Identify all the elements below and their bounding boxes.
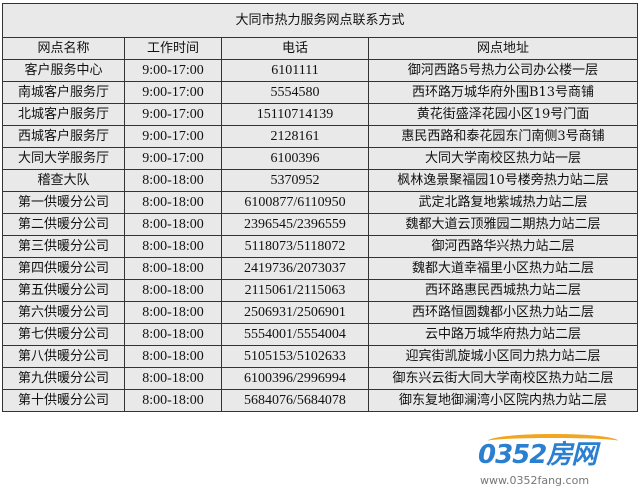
- cell-phone: 6100396/2996994: [221, 367, 369, 390]
- cell-name: 大同大学服务厅: [2, 147, 125, 170]
- cell-phone: 15110714139: [221, 103, 369, 126]
- table-row: 西城客户服务厅 9:00-17:00 2128161 惠民西路和泰花园东门南侧3号商铺: [2, 125, 638, 148]
- cell-hours: 8:00-18:00: [124, 191, 222, 214]
- cell-phone: 6100396: [221, 147, 369, 170]
- cell-address: 惠民西路和泰花园东门南侧3号商铺: [368, 125, 638, 148]
- cell-phone: 2396545/2396559: [221, 213, 369, 236]
- cell-name: 第七供暖分公司: [2, 323, 125, 346]
- cell-hours: 8:00-18:00: [124, 323, 222, 346]
- cell-phone: 6101111: [221, 59, 369, 82]
- cell-hours: 9:00-17:00: [124, 81, 222, 104]
- table-title: 大同市热力服务网点联系方式: [2, 3, 638, 38]
- cell-address: 大同大学南校区热力站一层: [368, 147, 638, 170]
- cell-name: 第四供暖分公司: [2, 257, 125, 280]
- cell-address: 枫林逸景聚福园10号楼旁热力站二层: [368, 169, 638, 192]
- cell-hours: 8:00-18:00: [124, 389, 222, 412]
- cell-name: 稽查大队: [2, 169, 125, 192]
- table-row: 第八供暖分公司 8:00-18:00 5105153/5102633 迎宾街凯旋城小区…: [2, 345, 638, 368]
- cell-address: 御河西路5号热力公司办公楼一层: [368, 59, 638, 82]
- cell-address: 云中路万城华府热力站二层: [368, 323, 638, 346]
- table-row: 第二供暖分公司 8:00-18:00 2396545/2396559 魏都大道云顶雅园…: [2, 213, 638, 236]
- contact-table: 大同市热力服务网点联系方式 网点名称 工作时间 电话 网点地址 客户服务中心 9:…: [2, 3, 638, 412]
- cell-phone: 5684076/5684078: [221, 389, 369, 412]
- cell-name: 北城客户服务厅: [2, 103, 125, 126]
- table-row: 第一供暖分公司 8:00-18:00 6100877/6110950 武定北路复地紫城…: [2, 191, 638, 214]
- cell-phone: 2115061/2115063: [221, 279, 369, 302]
- table-row: 第三供暖分公司 8:00-18:00 5118073/5118072 御河西路华兴热力…: [2, 235, 638, 258]
- cell-hours: 8:00-18:00: [124, 367, 222, 390]
- cell-phone: 5118073/5118072: [221, 235, 369, 258]
- cell-name: 客户服务中心: [2, 59, 125, 82]
- cell-phone: 5105153/5102633: [221, 345, 369, 368]
- header-address: 网点地址: [368, 37, 638, 60]
- cell-name: 第五供暖分公司: [2, 279, 125, 302]
- cell-address: 迎宾街凯旋城小区同力热力站二层: [368, 345, 638, 368]
- cell-hours: 8:00-18:00: [124, 257, 222, 280]
- cell-hours: 9:00-17:00: [124, 147, 222, 170]
- table-row: 第七供暖分公司 8:00-18:00 5554001/5554004 云中路万城华府热…: [2, 323, 638, 346]
- cell-name: 第一供暖分公司: [2, 191, 125, 214]
- cell-address: 西环路恒圆魏都小区热力站二层: [368, 301, 638, 324]
- cell-phone: 2506931/2506901: [221, 301, 369, 324]
- cell-name: 第九供暖分公司: [2, 367, 125, 390]
- cell-name: 第十供暖分公司: [2, 389, 125, 412]
- cell-phone: 5554001/5554004: [221, 323, 369, 346]
- cell-name: 西城客户服务厅: [2, 125, 125, 148]
- cell-address: 魏都大道云顶雅园二期热力站二层: [368, 213, 638, 236]
- cell-name: 第八供暖分公司: [2, 345, 125, 368]
- table-row: 南城客户服务厅 9:00-17:00 5554580 西环路万城华府外围B13号商铺: [2, 81, 638, 104]
- header-hours: 工作时间: [124, 37, 222, 60]
- cell-hours: 8:00-18:00: [124, 301, 222, 324]
- logo-brand: 0352房网: [478, 440, 597, 470]
- cell-hours: 9:00-17:00: [124, 59, 222, 82]
- logo-url: www.0352fang.com: [480, 474, 590, 487]
- cell-address: 西环路惠民西城热力站二层: [368, 279, 638, 302]
- cell-hours: 8:00-18:00: [124, 213, 222, 236]
- cell-hours: 8:00-18:00: [124, 169, 222, 192]
- cell-phone: 2128161: [221, 125, 369, 148]
- cell-address: 武定北路复地紫城热力站二层: [368, 191, 638, 214]
- watermark-logo: 0352房网 www.0352fang.com: [478, 434, 636, 490]
- cell-name: 南城客户服务厅: [2, 81, 125, 104]
- table-row: 稽查大队 8:00-18:00 5370952 枫林逸景聚福园10号楼旁热力站二层: [2, 169, 638, 192]
- cell-hours: 8:00-18:00: [124, 235, 222, 258]
- cell-name: 第六供暖分公司: [2, 301, 125, 324]
- header-phone: 电话: [221, 37, 369, 60]
- cell-address: 御东兴云街大同大学南校区热力站二层: [368, 367, 638, 390]
- table-row: 第九供暖分公司 8:00-18:00 6100396/2996994 御东兴云街大同大…: [2, 367, 638, 390]
- cell-phone: 5370952: [221, 169, 369, 192]
- cell-name: 第三供暖分公司: [2, 235, 125, 258]
- header-row: 网点名称 工作时间 电话 网点地址: [2, 37, 638, 60]
- cell-address: 魏都大道幸福里小区热力站二层: [368, 257, 638, 280]
- table-row: 大同大学服务厅 9:00-17:00 6100396 大同大学南校区热力站一层: [2, 147, 638, 170]
- header-name: 网点名称: [2, 37, 125, 60]
- cell-phone: 5554580: [221, 81, 369, 104]
- table-row: 第六供暖分公司 8:00-18:00 2506931/2506901 西环路恒圆魏都小…: [2, 301, 638, 324]
- cell-address: 御东复地御澜湾小区院内热力站二层: [368, 389, 638, 412]
- cell-hours: 8:00-18:00: [124, 279, 222, 302]
- table-row: 北城客户服务厅 9:00-17:00 15110714139 黄花街盛泽花园小区19号…: [2, 103, 638, 126]
- cell-hours: 9:00-17:00: [124, 103, 222, 126]
- cell-address: 西环路万城华府外围B13号商铺: [368, 81, 638, 104]
- cell-phone: 6100877/6110950: [221, 191, 369, 214]
- cell-hours: 8:00-18:00: [124, 345, 222, 368]
- roof-icon: [488, 434, 618, 448]
- cell-name: 第二供暖分公司: [2, 213, 125, 236]
- table-row: 第十供暖分公司 8:00-18:00 5684076/5684078 御东复地御澜湾小…: [2, 389, 638, 412]
- cell-address: 黄花街盛泽花园小区19号门面: [368, 103, 638, 126]
- cell-hours: 9:00-17:00: [124, 125, 222, 148]
- cell-phone: 2419736/2073037: [221, 257, 369, 280]
- table-row: 第四供暖分公司 8:00-18:00 2419736/2073037 魏都大道幸福里小…: [2, 257, 638, 280]
- table-row: 第五供暖分公司 8:00-18:00 2115061/2115063 西环路惠民西城热…: [2, 279, 638, 302]
- cell-address: 御河西路华兴热力站二层: [368, 235, 638, 258]
- table-row: 客户服务中心 9:00-17:00 6101111 御河西路5号热力公司办公楼一层: [2, 59, 638, 82]
